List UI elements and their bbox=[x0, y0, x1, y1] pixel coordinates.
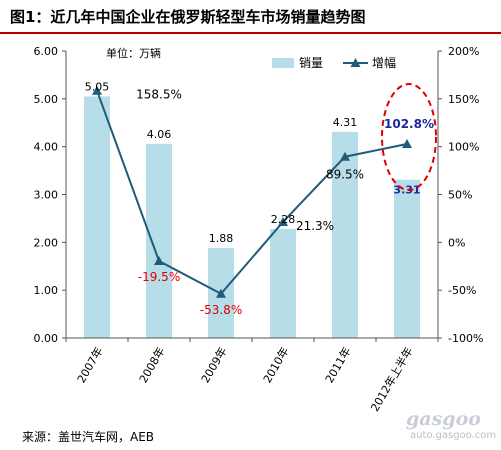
growth-marker bbox=[340, 151, 350, 161]
growth-marker bbox=[154, 255, 164, 265]
bar-value-label: 4.31 bbox=[333, 116, 358, 129]
y-right-tick-label: 150% bbox=[448, 93, 479, 106]
y-left-tick-label: 4.00 bbox=[34, 141, 59, 154]
x-tick-label: 2012年上半年 bbox=[367, 345, 415, 414]
bar bbox=[84, 96, 110, 338]
y-left-tick-label: 5.00 bbox=[34, 93, 59, 106]
x-tick-label: 2009年 bbox=[198, 345, 230, 386]
bar-value-label: 3.31 bbox=[393, 184, 420, 197]
x-tick-label: 2010年 bbox=[260, 345, 292, 386]
y-right-tick-label: -50% bbox=[448, 284, 476, 297]
y-left-tick-label: 1.00 bbox=[34, 284, 59, 297]
y-left-tick-label: 6.00 bbox=[34, 45, 59, 58]
growth-value-label: 158.5% bbox=[136, 88, 182, 102]
growth-marker bbox=[278, 216, 288, 226]
legend-swatch-bar bbox=[272, 58, 294, 68]
y-right-tick-label: 100% bbox=[448, 141, 479, 154]
growth-marker bbox=[216, 288, 226, 298]
x-tick-label: 2008年 bbox=[136, 345, 168, 386]
legend-label: 销量 bbox=[299, 56, 323, 70]
legend-label: 增幅 bbox=[372, 55, 396, 70]
growth-value-label: 21.3% bbox=[296, 219, 334, 233]
legend-marker bbox=[350, 58, 361, 67]
bar bbox=[332, 131, 358, 338]
y-right-tick-label: -100% bbox=[448, 332, 483, 345]
y-right-tick-label: 200% bbox=[448, 45, 479, 58]
y-left-tick-label: 0.00 bbox=[34, 332, 59, 345]
chart-title: 图1：近几年中国企业在俄罗斯轻型车市场销量趋势图 bbox=[10, 8, 366, 26]
y-left-tick-label: 2.00 bbox=[34, 236, 59, 249]
growth-value-label: -53.8% bbox=[200, 303, 242, 317]
growth-marker bbox=[92, 85, 102, 95]
x-tick-label: 2011年 bbox=[322, 345, 354, 386]
watermark-url: auto.gasgoo.com bbox=[410, 430, 497, 441]
y-right-tick-label: 0% bbox=[448, 236, 465, 249]
bar-value-label: 4.06 bbox=[147, 128, 172, 141]
x-tick-label: 2007年 bbox=[74, 345, 106, 386]
growth-line bbox=[96, 90, 408, 296]
bar-value-label: 2.28 bbox=[271, 213, 296, 226]
y-left-tick-label: 3.00 bbox=[34, 189, 59, 202]
growth-value-label: 102.8% bbox=[384, 117, 434, 131]
bar bbox=[270, 228, 296, 338]
bar-value-label: 1.88 bbox=[209, 232, 234, 245]
growth-value-label: -19.5% bbox=[138, 270, 180, 284]
bar-value-label: 5.05 bbox=[85, 80, 110, 93]
highlight-ellipse bbox=[381, 83, 437, 191]
unit-label: 单位：万辆 bbox=[106, 46, 161, 60]
growth-value-label: 89.5% bbox=[326, 168, 364, 182]
title-rule bbox=[0, 32, 501, 34]
bar bbox=[394, 179, 420, 338]
y-right-tick-label: 50% bbox=[448, 189, 472, 202]
watermark: gasgoo auto.gasgoo.com bbox=[400, 408, 496, 444]
bar bbox=[146, 143, 172, 338]
watermark-logo: gasgoo bbox=[406, 408, 481, 430]
growth-marker bbox=[402, 138, 412, 148]
source-note: 来源：盖世汽车网，AEB bbox=[22, 430, 155, 444]
